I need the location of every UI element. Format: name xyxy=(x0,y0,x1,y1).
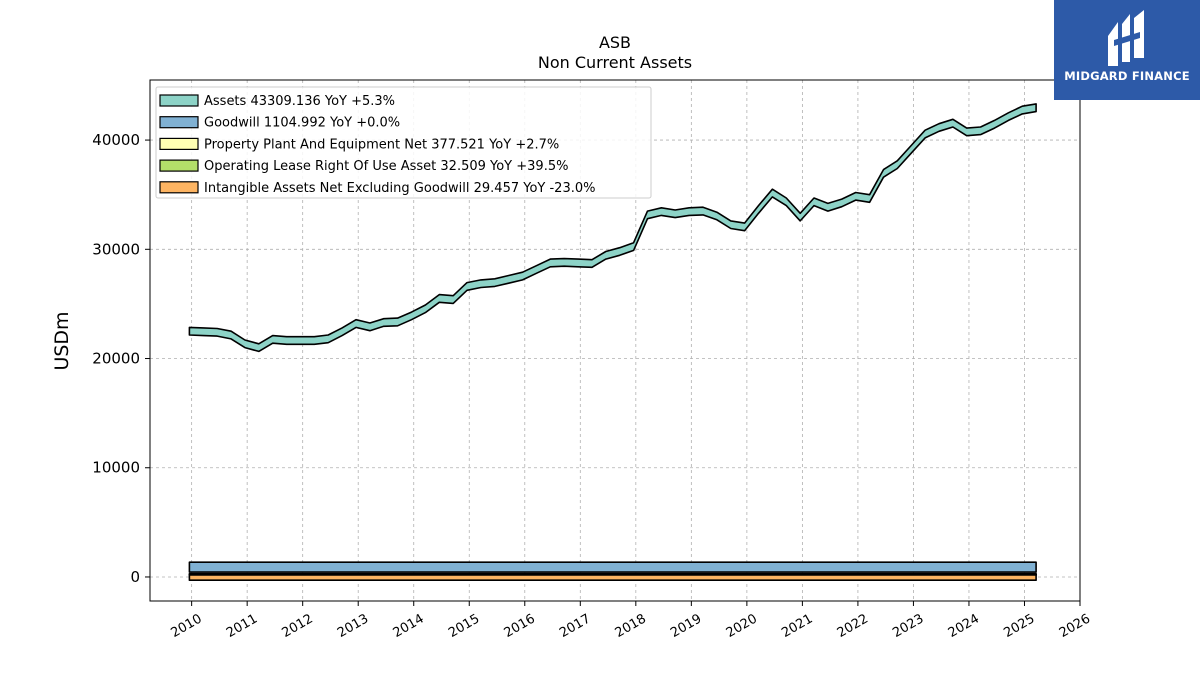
plot-frame xyxy=(149,79,1081,602)
legend-frame xyxy=(155,86,652,199)
x-axis: 2010 2011 2012 2013 2014 2015 2016 2017 2018 2019… xyxy=(168,601,1093,641)
y-tick-label: 10000 xyxy=(92,459,140,477)
x-tick-label: 2016 xyxy=(502,611,538,641)
plot-areas xyxy=(188,103,1037,581)
legend-swatch xyxy=(159,116,199,129)
legend-swatch xyxy=(159,181,199,194)
x-tick-label: 2017 xyxy=(557,611,593,641)
legend: Assets 43309.136 YoY +5.3% Goodwill 1104.… xyxy=(155,86,652,199)
x-tick-label: 2023 xyxy=(890,611,926,641)
legend-swatch xyxy=(159,137,199,150)
chart-subtitle: Non Current Assets xyxy=(538,53,692,72)
y-tick-label: 0 xyxy=(130,568,140,586)
x-tick-label: 2024 xyxy=(946,611,982,641)
area-series-2 xyxy=(188,573,1037,576)
x-tick-label: 2011 xyxy=(224,611,260,641)
x-tick-label: 2014 xyxy=(391,611,427,641)
y-tick-label: 40000 xyxy=(92,131,140,149)
legend-swatch xyxy=(159,159,199,172)
x-tick-label: 2015 xyxy=(446,611,482,641)
chart-title: ASB xyxy=(599,33,631,52)
legend-swatch xyxy=(159,94,199,107)
legend-entry: Property Plant And Equipment Net 377.521… xyxy=(204,137,559,152)
x-tick-label: 2025 xyxy=(1001,611,1037,641)
area-series-0 xyxy=(188,103,1037,353)
area-series-1 xyxy=(188,561,1037,573)
x-tick-label: 2019 xyxy=(668,611,704,641)
x-tick-label: 2012 xyxy=(280,611,316,641)
x-tick-label: 2021 xyxy=(779,611,815,641)
y-axis: 0 10000 20000 30000 40000 xyxy=(92,131,150,586)
brand-name: MIDGARD FINANCE xyxy=(1064,69,1190,83)
legend-entry: Intangible Assets Net Excluding Goodwill… xyxy=(204,181,595,196)
y-tick-label: 20000 xyxy=(92,350,140,368)
midgard-logo-icon xyxy=(1108,10,1144,66)
x-tick-label: 2010 xyxy=(168,611,204,641)
y-axis-label: USDm xyxy=(51,311,73,370)
brand-logo: MIDGARD FINANCE xyxy=(1054,0,1200,100)
legend-entry: Assets 43309.136 YoY +5.3% xyxy=(204,94,395,109)
x-tick-label: 2018 xyxy=(613,611,649,641)
x-tick-label: 2026 xyxy=(1057,611,1093,641)
x-tick-label: 2013 xyxy=(335,611,371,641)
x-tick-label: 2020 xyxy=(724,611,760,641)
legend-entry: Operating Lease Right Of Use Asset 32.50… xyxy=(204,159,568,174)
x-tick-label: 2022 xyxy=(835,611,871,641)
legend-entry: Goodwill 1104.992 YoY +0.0% xyxy=(204,116,400,131)
y-tick-label: 30000 xyxy=(92,240,140,258)
